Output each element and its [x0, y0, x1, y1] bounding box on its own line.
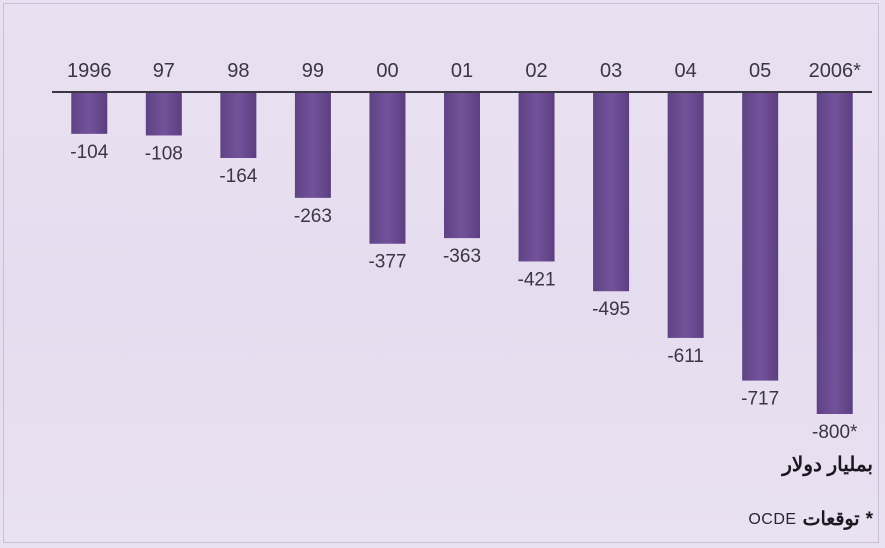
category-label-2: 98	[227, 60, 249, 82]
bar-99	[294, 92, 331, 198]
category-label-6: 02	[525, 60, 547, 82]
value-label-9: -717	[741, 389, 779, 410]
source-org: OCDE	[748, 510, 797, 528]
category-label-3: 99	[302, 60, 324, 82]
value-label-3: -263	[294, 206, 332, 227]
bar-02	[518, 92, 555, 262]
bar-01	[444, 92, 480, 239]
bar-2006*	[816, 92, 853, 414]
chart-border	[3, 3, 879, 543]
bar-00	[369, 92, 406, 244]
bar-98	[220, 92, 257, 159]
bar-05	[742, 92, 779, 381]
bar-03	[593, 92, 630, 292]
value-label-0: -104	[70, 142, 108, 163]
category-label-9: 05	[749, 60, 771, 82]
bars	[71, 92, 853, 414]
value-label-2: -164	[219, 166, 257, 187]
value-label-1: -108	[145, 143, 183, 164]
value-label-4: -377	[368, 252, 406, 273]
category-label-7: 03	[600, 60, 622, 82]
category-label-5: 01	[451, 60, 473, 82]
value-label-7: -495	[592, 299, 630, 320]
category-label-8: 04	[675, 60, 697, 82]
footnote-marker: *	[865, 508, 873, 530]
unit-label: بمليار دولار	[782, 454, 873, 476]
category-label-4: 00	[376, 60, 398, 82]
bar-1996	[71, 92, 108, 134]
category-label-10: 2006*	[809, 60, 861, 82]
bar-97	[145, 92, 182, 136]
value-label-6: -421	[518, 269, 556, 290]
value-label-8: -611	[667, 346, 704, 367]
category-label-0: 1996	[67, 60, 112, 82]
category-label-1: 97	[153, 60, 175, 82]
value-label-10: -800*	[812, 422, 858, 443]
forecast-note: توقعات	[802, 509, 860, 530]
category-labels: 1996 97 98 99 00 01 02 03 04 05 2006*	[67, 60, 861, 82]
value-labels: -104 -108 -164 -263 -377 -363 -421 -495 -611 -717…	[70, 142, 858, 443]
value-label-5: -363	[443, 246, 481, 267]
source-note: OCDE توقعات *	[748, 508, 873, 531]
bar-04	[667, 92, 704, 338]
